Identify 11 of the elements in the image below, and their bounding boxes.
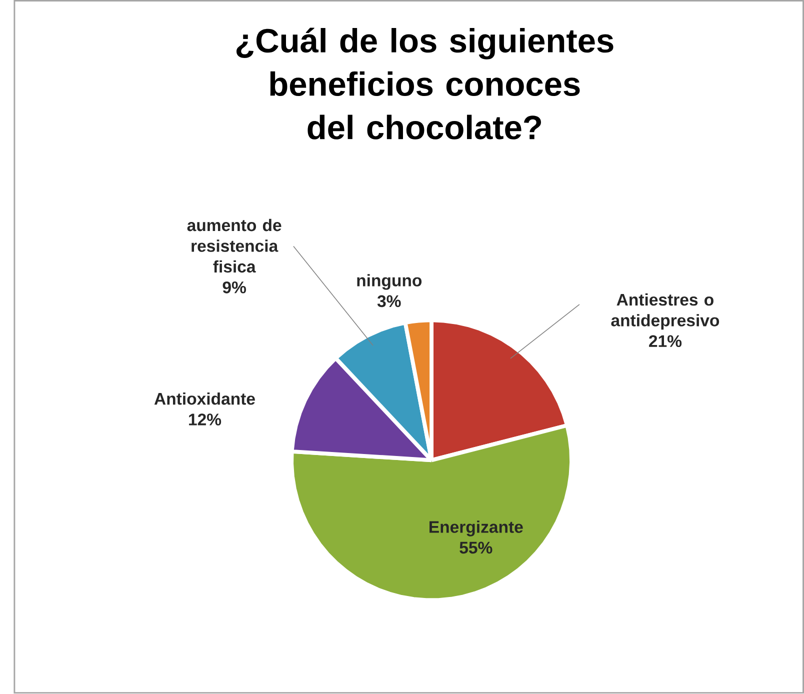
data-label: 21% <box>649 335 682 348</box>
data-label: 55% <box>460 542 492 554</box>
slice-label: Energizante <box>430 520 523 536</box>
slice-label: Antioxidante <box>154 392 255 405</box>
slice-label: aumento de resistencia fisica <box>187 219 282 273</box>
slice-label: Antiestres o antidepresivo <box>611 294 720 330</box>
data-label: 3% <box>377 295 401 308</box>
chart-title: ¿Cuál de los siguientes beneficios conoces del chocolate? <box>236 28 614 140</box>
data-label: 12% <box>189 414 222 426</box>
slice-label: ninguno <box>357 274 422 290</box>
data-label: 9% <box>222 282 246 294</box>
